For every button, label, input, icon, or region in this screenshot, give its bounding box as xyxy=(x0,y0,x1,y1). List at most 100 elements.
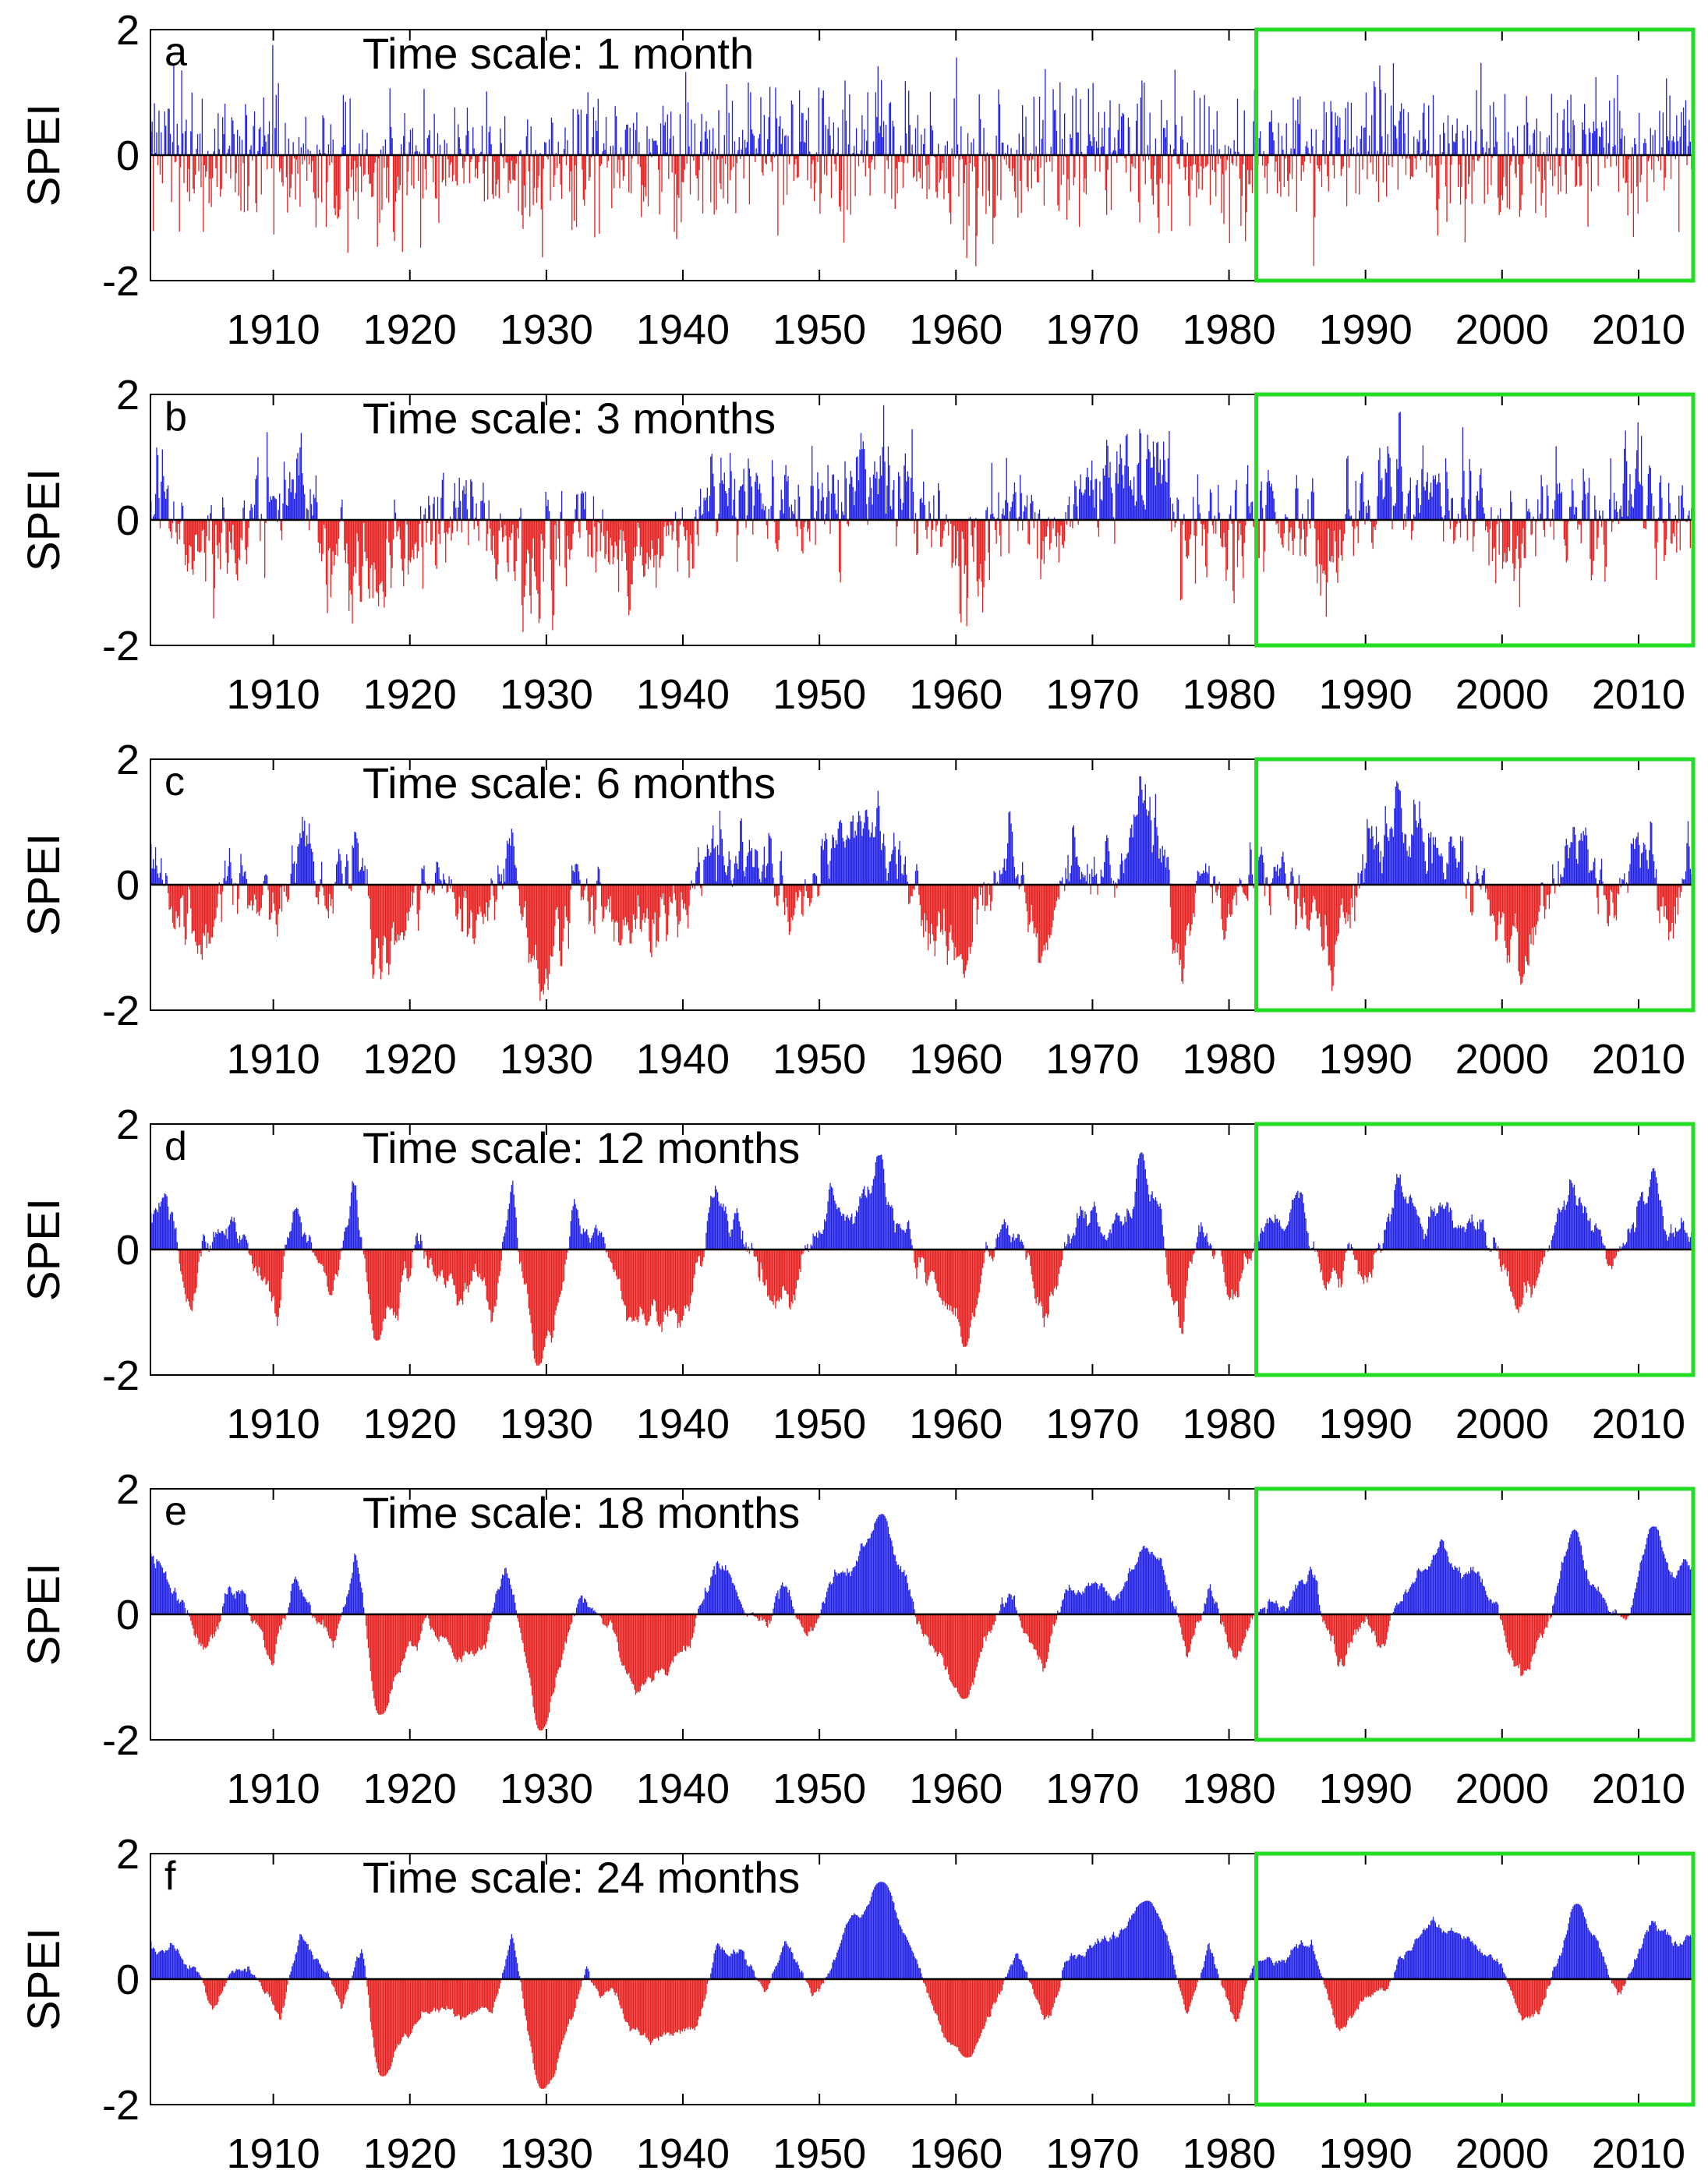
bar-positive xyxy=(1659,483,1660,520)
bar-negative xyxy=(504,520,506,525)
bar-positive xyxy=(1018,1234,1020,1250)
bar-negative xyxy=(371,520,373,565)
bar-positive xyxy=(877,65,879,155)
bar-positive xyxy=(1437,482,1439,520)
bar-positive xyxy=(1011,832,1013,885)
bar-positive xyxy=(586,114,588,155)
bar-negative xyxy=(1028,885,1031,925)
bar-positive xyxy=(1617,511,1618,520)
bar-negative xyxy=(941,520,942,547)
bar-negative xyxy=(582,885,584,900)
bar-negative xyxy=(652,885,653,920)
bar-positive xyxy=(262,147,263,155)
bar-positive xyxy=(865,468,866,520)
bar-positive xyxy=(1407,493,1409,520)
bar-negative xyxy=(663,1250,665,1313)
bar-negative xyxy=(585,155,586,190)
bar-positive xyxy=(881,475,882,520)
bar-positive xyxy=(858,811,860,885)
bar-negative xyxy=(208,520,210,541)
bar-positive xyxy=(710,1196,712,1250)
bar-positive xyxy=(864,822,865,885)
bar-negative xyxy=(654,885,656,913)
bar-positive xyxy=(585,491,586,520)
bar-negative xyxy=(280,520,281,531)
bar-negative xyxy=(293,155,295,158)
bar-negative xyxy=(250,885,252,901)
bar-negative xyxy=(919,155,921,179)
bar-positive xyxy=(586,1228,588,1250)
bar-positive xyxy=(887,873,889,885)
bar-negative xyxy=(988,520,990,581)
bar-positive xyxy=(1273,140,1275,155)
bar-negative xyxy=(628,155,630,193)
bar-negative xyxy=(370,885,372,930)
bar-positive xyxy=(1091,460,1093,520)
bar-positive xyxy=(844,80,846,155)
bar-positive xyxy=(826,839,828,885)
bar-negative xyxy=(573,155,575,221)
bar-positive xyxy=(734,1213,736,1250)
bar-negative xyxy=(218,520,220,543)
bar-positive xyxy=(173,1221,175,1250)
bar-negative xyxy=(931,885,932,924)
bar-negative xyxy=(403,1250,405,1271)
bar-positive xyxy=(1413,514,1415,520)
bar-negative xyxy=(1031,1250,1032,1274)
bar-negative xyxy=(488,885,490,907)
bar-negative xyxy=(555,885,557,910)
bar-negative xyxy=(1229,155,1230,244)
bar-positive xyxy=(599,882,601,885)
bar-negative xyxy=(251,155,253,161)
bar-negative xyxy=(434,1250,437,1277)
bar-positive xyxy=(428,135,430,155)
bar-positive xyxy=(1640,853,1643,885)
bar-negative xyxy=(282,1250,284,1272)
bar-positive xyxy=(852,152,854,155)
bar-positive xyxy=(785,465,787,520)
bar-positive xyxy=(842,837,843,885)
bar-positive xyxy=(1432,475,1434,520)
bar-positive xyxy=(887,446,889,520)
bar-negative xyxy=(571,155,573,230)
bar-positive xyxy=(1155,138,1157,155)
bar-negative xyxy=(401,155,403,253)
bar-positive xyxy=(1102,146,1104,155)
bar-negative xyxy=(624,520,626,553)
bar-negative xyxy=(262,1250,263,1281)
bar-negative xyxy=(611,155,613,209)
bar-negative xyxy=(804,520,806,522)
bar-negative xyxy=(171,885,172,907)
bar-negative xyxy=(387,1250,388,1306)
bar-negative xyxy=(610,1250,611,1262)
highlight-box xyxy=(1254,392,1696,648)
bar-negative xyxy=(1036,885,1038,934)
bar-negative xyxy=(1579,155,1581,187)
bar-positive xyxy=(1008,812,1010,885)
bar-negative xyxy=(186,520,189,572)
bar-positive xyxy=(1624,136,1625,155)
bar-positive xyxy=(1499,508,1501,520)
bar-positive xyxy=(1073,825,1074,885)
bar-negative xyxy=(272,1250,274,1298)
bar-positive xyxy=(1260,490,1261,520)
bar-negative xyxy=(194,520,196,536)
bar-negative xyxy=(1618,520,1620,525)
bar-positive xyxy=(190,131,192,155)
bar-negative xyxy=(379,885,380,969)
bar-negative xyxy=(554,520,556,525)
bar-positive xyxy=(1394,808,1395,885)
bar-negative xyxy=(756,1250,759,1262)
bar-positive xyxy=(1310,491,1313,520)
bar-positive xyxy=(577,493,578,520)
bar-negative xyxy=(542,520,543,541)
bar-negative xyxy=(350,885,352,892)
bar-negative xyxy=(1328,155,1329,192)
bar-negative xyxy=(1183,885,1185,969)
bar-negative xyxy=(180,885,182,899)
bar-positive xyxy=(1130,480,1131,520)
bar-negative xyxy=(617,155,620,160)
bar-negative xyxy=(1110,155,1112,210)
bar-negative xyxy=(1042,885,1044,952)
